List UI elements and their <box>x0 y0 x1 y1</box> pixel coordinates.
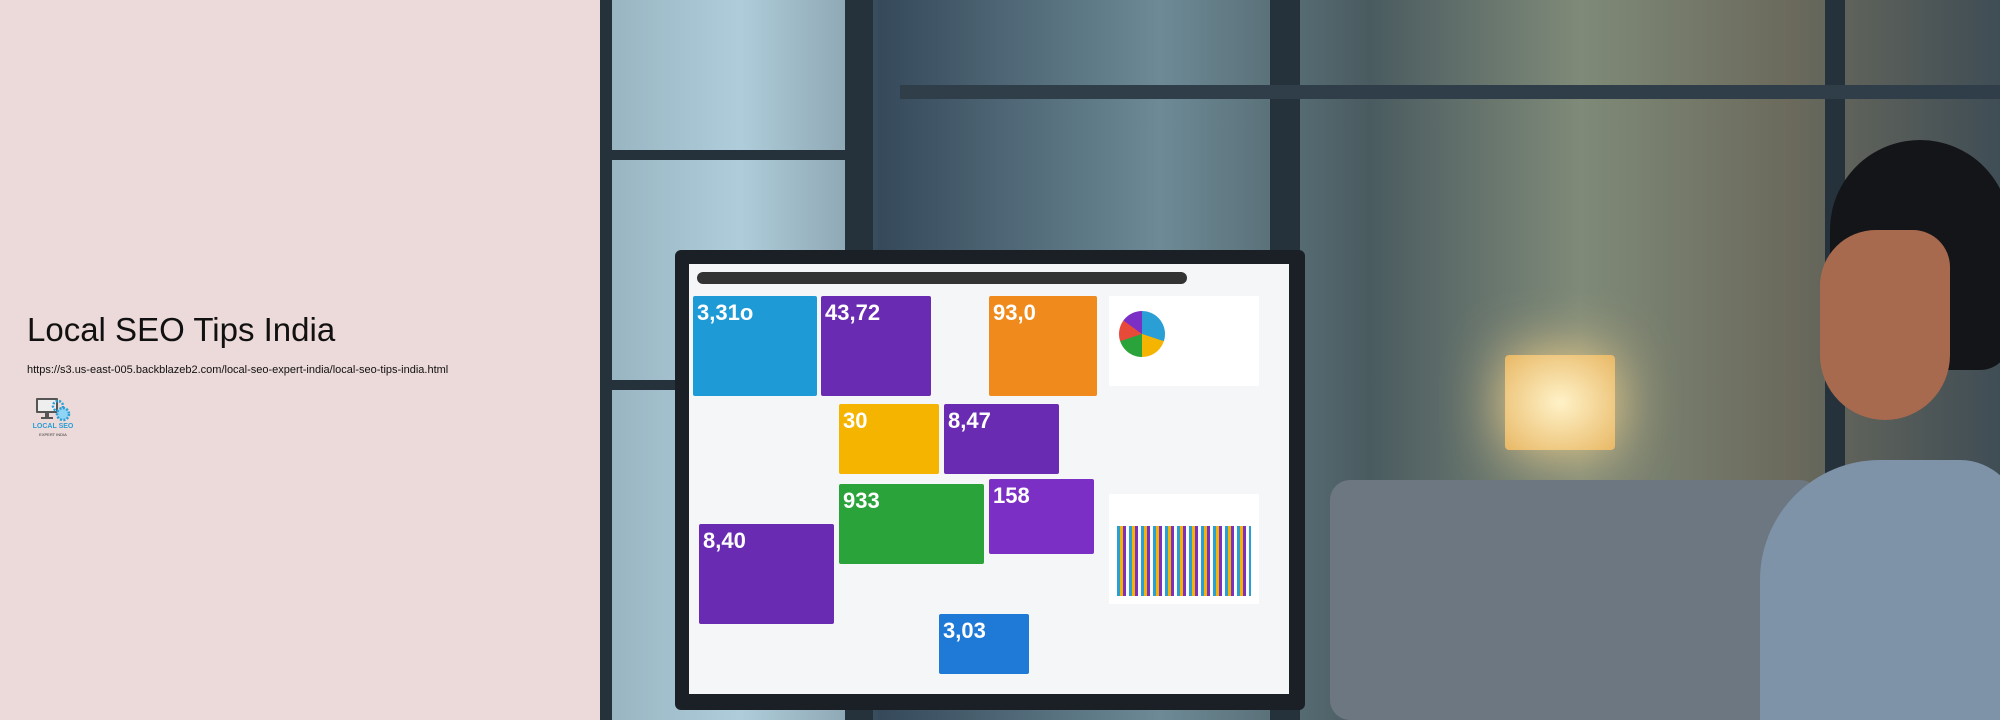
tile: 933 <box>839 484 984 564</box>
pie-chart <box>1119 311 1165 357</box>
monitor-gears-icon <box>36 398 71 422</box>
hero-image: 3,31o 43,72 93,0 30 8,47 933 158 8,40 3,… <box>600 0 2000 720</box>
bar-chart-panel <box>1109 494 1259 604</box>
pie-chart-panel <box>1109 296 1259 386</box>
window-frame <box>600 0 612 720</box>
lamp <box>1505 355 1615 450</box>
logo-text: LOCAL SEO <box>32 423 74 430</box>
browser-address-bar <box>697 272 1187 284</box>
woman-with-glasses <box>1690 140 2000 720</box>
face <box>1820 230 1950 420</box>
tile: 43,72 <box>821 296 931 396</box>
dashboard-screen: 3,31o 43,72 93,0 30 8,47 933 158 8,40 3,… <box>689 264 1289 694</box>
logo-subtext: EXPERT INDIA <box>39 432 67 437</box>
bar-chart <box>1117 526 1251 596</box>
window-frame <box>900 85 2000 99</box>
shirt <box>1760 460 2000 720</box>
tile: 30 <box>839 404 939 474</box>
site-logo[interactable]: LOCAL SEO EXPERT INDIA <box>30 396 76 440</box>
tile: 3,03 <box>939 614 1029 674</box>
window-frame <box>610 150 850 160</box>
tile: 8,47 <box>944 404 1059 474</box>
monitor: 3,31o 43,72 93,0 30 8,47 933 158 8,40 3,… <box>675 250 1305 710</box>
left-panel: Local SEO Tips India https://s3.us-east-… <box>0 0 600 720</box>
tile: 93,0 <box>989 296 1097 396</box>
page-title: Local SEO Tips India <box>27 311 336 348</box>
page-url-link[interactable]: https://s3.us-east-005.backblazeb2.com/l… <box>27 364 449 376</box>
sofa <box>1330 480 1820 720</box>
tile: 158 <box>989 479 1094 554</box>
tile: 8,40 <box>699 524 834 624</box>
tile: 3,31o <box>693 296 817 396</box>
